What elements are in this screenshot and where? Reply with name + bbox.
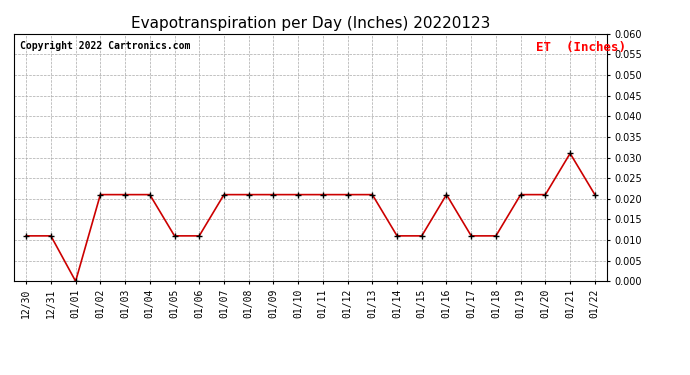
Text: ET  (Inches): ET (Inches) [536,41,626,54]
Text: Copyright 2022 Cartronics.com: Copyright 2022 Cartronics.com [20,41,190,51]
Title: Evapotranspiration per Day (Inches) 20220123: Evapotranspiration per Day (Inches) 2022… [131,16,490,31]
